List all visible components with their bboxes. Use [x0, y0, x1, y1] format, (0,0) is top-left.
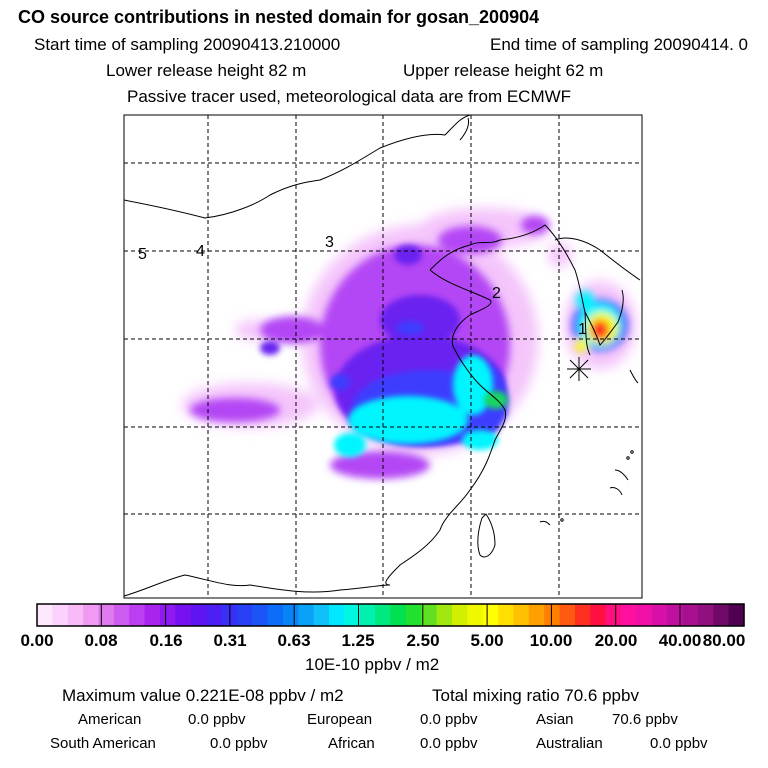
colorbar-tick: 80.00 [702, 631, 746, 650]
colorbar-tick: 40.00 [658, 631, 702, 650]
map-frame [123, 114, 643, 599]
maximum-value: Maximum value 0.221E-08 ppbv / m2 [62, 686, 344, 705]
source-name: American [78, 711, 142, 728]
lower-release-label: Lower release height 82 m [106, 61, 307, 80]
gridlines [124, 115, 642, 598]
colorbar-cell [513, 604, 530, 626]
colorbar-cell [313, 604, 330, 626]
source-value: 0.0 ppbv [420, 735, 478, 752]
colorbar-tick: 0.63 [277, 631, 311, 650]
colorbar-cell [651, 604, 668, 626]
colorbar-tick: 0.31 [213, 631, 247, 650]
colorbar-cell [298, 604, 315, 626]
colorbar-tick: 0.16 [149, 631, 183, 650]
colorbar-cell [375, 604, 392, 626]
colorbar-cell [682, 604, 699, 626]
region-label-1: 1 [578, 321, 587, 338]
colorbar-cell [590, 604, 607, 626]
colorbar-cell [344, 604, 361, 626]
source-value: 0.0 ppbv [188, 711, 246, 728]
colorbar-cell [236, 604, 253, 626]
colorbar-cell [667, 604, 684, 626]
colorbar-cell [544, 604, 561, 626]
colorbar-cell [421, 604, 438, 626]
colorbar-cell [206, 604, 223, 626]
colorbar-cell [605, 604, 622, 626]
source-value: 0.0 ppbv [210, 735, 268, 752]
colorbar-cell [559, 604, 576, 626]
source-name: South American [50, 735, 156, 752]
colorbar-cell [498, 604, 515, 626]
colorbar-cell [482, 604, 499, 626]
colorbar-cell [175, 604, 192, 626]
colorbar-cell [190, 604, 207, 626]
colorbar-cell [67, 604, 84, 626]
colorbar-cell [329, 604, 345, 626]
colorbar-cell [98, 604, 115, 626]
colorbar-cell [113, 604, 130, 626]
colorbar-cell [359, 604, 376, 626]
colorbar-tick: 1.25 [341, 631, 375, 650]
colorbar-cell [451, 604, 468, 626]
source-value: 70.6 ppbv [612, 711, 678, 728]
colorbar-cell [129, 604, 146, 626]
colorbar-cell [282, 604, 299, 626]
colorbar-cell [467, 604, 484, 626]
region-label-2: 2 [492, 285, 501, 302]
colorbar-cell [405, 604, 422, 626]
region-label-4: 4 [196, 243, 205, 260]
tracer-note: Passive tracer used, meteorological data… [127, 87, 572, 106]
source-name: Asian [536, 711, 574, 728]
source-name: African [328, 735, 375, 752]
colorbar-cell [52, 604, 69, 626]
region-label-3: 3 [325, 234, 334, 251]
colorbar-cell [436, 604, 453, 626]
colorbar-cell [144, 604, 161, 626]
end-time-label: End time of sampling 20090414. 0 [490, 35, 749, 54]
colorbar-cell [697, 604, 714, 626]
colorbar-cell [390, 604, 407, 626]
region-label-5: 5 [138, 246, 147, 263]
colorbar-cell [83, 604, 100, 626]
colorbar-tick: 5.00 [470, 631, 504, 650]
colorbar-cell [252, 604, 269, 626]
colorbar-cell [728, 604, 745, 626]
colorbar-tick: 2.50 [406, 631, 440, 650]
colorbar-tick: 0.08 [84, 631, 118, 650]
source-name: Australian [536, 735, 603, 752]
colorbar-cell [159, 604, 176, 626]
upper-release-label: Upper release height 62 m [403, 61, 604, 80]
total-mixing-ratio: Total mixing ratio 70.6 ppbv [432, 686, 639, 705]
colorbar-tick: 10.00 [529, 631, 573, 650]
colorbar-cell [574, 604, 591, 626]
colorbar-frame [36, 603, 745, 627]
source-value: 0.0 ppbv [650, 735, 708, 752]
colorbar-cell [37, 604, 53, 626]
receptor-marker [567, 357, 591, 381]
concentration-plume [124, 115, 642, 598]
colorbar-tick: 0.00 [20, 631, 54, 650]
source-value: 0.0 ppbv [420, 711, 478, 728]
colorbar-tick: 20.00 [594, 631, 638, 650]
colorbar-unit: 10E-10 ppbv / m2 [305, 655, 440, 674]
colorbar-cell [636, 604, 653, 626]
source-name: European [307, 711, 373, 728]
colorbar-cell [267, 604, 284, 626]
plot-title: CO source contributions in nested domain… [18, 7, 540, 27]
colorbar-cell [713, 604, 730, 626]
start-time-label: Start time of sampling 20090413.210000 [34, 35, 341, 54]
coastlines [124, 115, 641, 597]
colorbar-cell [528, 604, 545, 626]
colorbar-cell [621, 604, 638, 626]
